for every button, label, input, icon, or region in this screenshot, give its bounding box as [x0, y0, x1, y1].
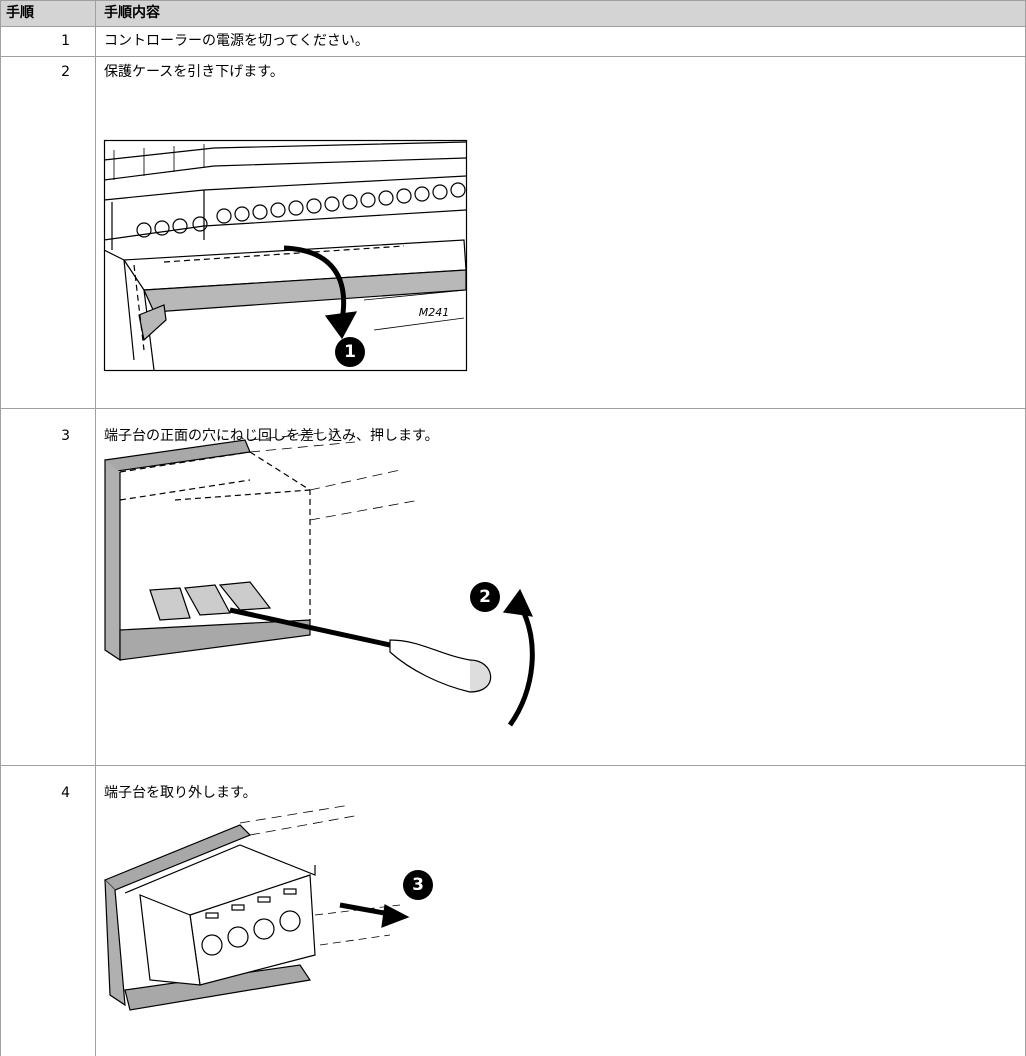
illustration-circle — [154, 220, 170, 236]
illustration-path — [103, 824, 252, 891]
step-text: 端子台の正面の穴にねじ回しを差し込み、押します。 — [104, 428, 439, 444]
column-border — [0, 0, 1, 1056]
illustration-circle — [342, 194, 358, 210]
illustration-circle — [216, 208, 232, 224]
illustration-path — [119, 619, 311, 661]
illustration-path — [239, 804, 361, 836]
callout-badge — [470, 582, 500, 612]
callout-number: 1 — [344, 342, 356, 362]
header-row — [0, 0, 1026, 26]
illustration-circle — [201, 934, 223, 956]
illustration-circle — [253, 918, 275, 940]
illustration-removal: 3 — [103, 804, 433, 1011]
illustration-circle — [270, 202, 286, 218]
illustration-circle — [360, 192, 376, 208]
illustration-path — [381, 904, 410, 928]
illustration-rect — [103, 139, 468, 372]
step-number: 3 — [61, 428, 70, 444]
header-cell: 手順 — [6, 5, 34, 21]
illustration-path — [104, 879, 126, 1007]
screws — [136, 182, 466, 238]
step-number: 2 — [61, 64, 70, 80]
illustration-path — [469, 659, 492, 693]
step-text: 端子台を取り外します。 — [104, 785, 257, 801]
illustration-path — [104, 460, 121, 662]
illustration-circle — [172, 218, 188, 234]
illustration-path — [249, 429, 421, 521]
illustration-circle — [450, 182, 466, 198]
illustration-circle — [234, 206, 250, 222]
header-cell: 手順内容 — [104, 5, 160, 21]
illustration-circle — [378, 190, 394, 206]
illustration-path — [149, 581, 272, 621]
illustration-path — [113, 144, 205, 180]
illustration-path — [324, 311, 358, 340]
row-border — [0, 56, 1026, 57]
model-label: M241 — [419, 306, 450, 319]
step-text: コントローラーの電源を切ってください。 — [104, 33, 369, 49]
illustration-path — [133, 245, 405, 351]
illustration-rect — [257, 896, 271, 903]
callout-number: 2 — [479, 587, 491, 607]
step-number: 4 — [61, 785, 70, 801]
illustration-rect — [205, 912, 219, 919]
row-border — [0, 0, 1026, 1]
illustration-circle — [432, 184, 448, 200]
illustration-circle — [306, 198, 322, 214]
callout-number: 3 — [412, 875, 424, 895]
column-border — [95, 0, 96, 1056]
row-border — [0, 408, 1026, 409]
illustration-path — [138, 304, 167, 342]
step-text: 保護ケースを引き下げます。 — [104, 64, 284, 80]
step-number: 1 — [61, 33, 70, 49]
row-border — [0, 765, 1026, 766]
illustration-path — [502, 588, 534, 617]
illustration-path — [283, 245, 347, 321]
illustration-circle — [414, 186, 430, 202]
illustration-circle — [324, 196, 340, 212]
illustration-circle — [136, 222, 152, 238]
callout-badge — [403, 870, 433, 900]
illustration-rect — [231, 904, 245, 911]
illustration-path — [174, 489, 311, 501]
illustration-path — [363, 289, 467, 331]
illustration-path — [139, 894, 201, 986]
illustration-circle — [279, 910, 301, 932]
illustration-circle — [288, 200, 304, 216]
illustration-circle — [227, 926, 249, 948]
illustration-circle — [252, 204, 268, 220]
illustration-screwdriver: 2 — [104, 429, 535, 727]
screws — [201, 888, 301, 956]
illustration-path — [103, 141, 467, 181]
illustration-path — [507, 603, 535, 727]
illustration-circle — [192, 216, 208, 232]
illustration-rect — [283, 888, 297, 895]
illustration-path — [111, 190, 205, 250]
illustration-cover: M241 1 — [103, 139, 468, 372]
callout-badge — [335, 337, 365, 367]
illustration-path — [124, 844, 316, 894]
illustration-circle — [396, 188, 412, 204]
illustration-path — [229, 607, 391, 648]
row-border — [0, 26, 1026, 27]
illustration-path — [104, 439, 251, 473]
illustration-path — [119, 451, 251, 501]
